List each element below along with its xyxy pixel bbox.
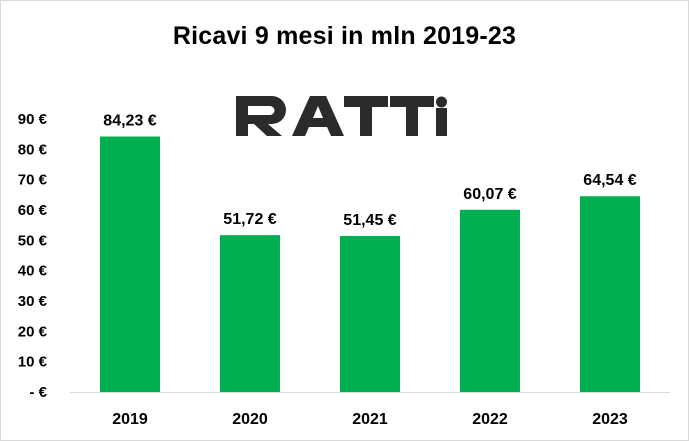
y-tick-label: 90 € xyxy=(18,111,48,128)
chart-title: Ricavi 9 mesi in mln 2019-23 xyxy=(172,22,517,50)
y-tick-label: 60 € xyxy=(18,202,48,219)
bar xyxy=(100,136,160,392)
x-category-label: 2019 xyxy=(112,411,148,428)
y-tick-label: - € xyxy=(29,384,47,401)
y-tick-label: 80 € xyxy=(18,141,48,158)
data-label: 60,07 € xyxy=(463,186,516,203)
x-category-label: 2021 xyxy=(352,411,388,428)
y-tick-label: 50 € xyxy=(18,232,48,249)
x-category-label: 2023 xyxy=(592,411,628,428)
bar xyxy=(340,235,400,392)
x-category-label: 2020 xyxy=(232,411,268,428)
y-tick-label: 20 € xyxy=(18,323,48,340)
data-label: 51,45 € xyxy=(343,212,396,229)
x-axis-category-labels: 2019 2020 2021 2022 2023 xyxy=(112,411,628,428)
bar xyxy=(460,209,520,392)
y-tick-label: 10 € xyxy=(18,354,48,371)
y-tick-label: 30 € xyxy=(18,293,48,310)
y-tick-label: 70 € xyxy=(18,172,48,189)
data-label: 51,72 € xyxy=(223,211,276,228)
y-axis-tick-labels: - € 10 € 20 € 30 € 40 € 50 € 60 € 70 € 8… xyxy=(18,111,48,401)
bar xyxy=(220,235,280,392)
ratti-logo xyxy=(236,96,447,136)
bar-series xyxy=(100,136,640,392)
y-tick-label: 40 € xyxy=(18,263,48,280)
data-label: 64,54 € xyxy=(583,172,636,189)
data-labels: 84,23 € 51,72 € 51,45 € 60,07 € 64,54 € xyxy=(103,113,636,229)
bar xyxy=(580,196,640,392)
data-label: 84,23 € xyxy=(103,113,156,130)
x-category-label: 2022 xyxy=(472,411,508,428)
